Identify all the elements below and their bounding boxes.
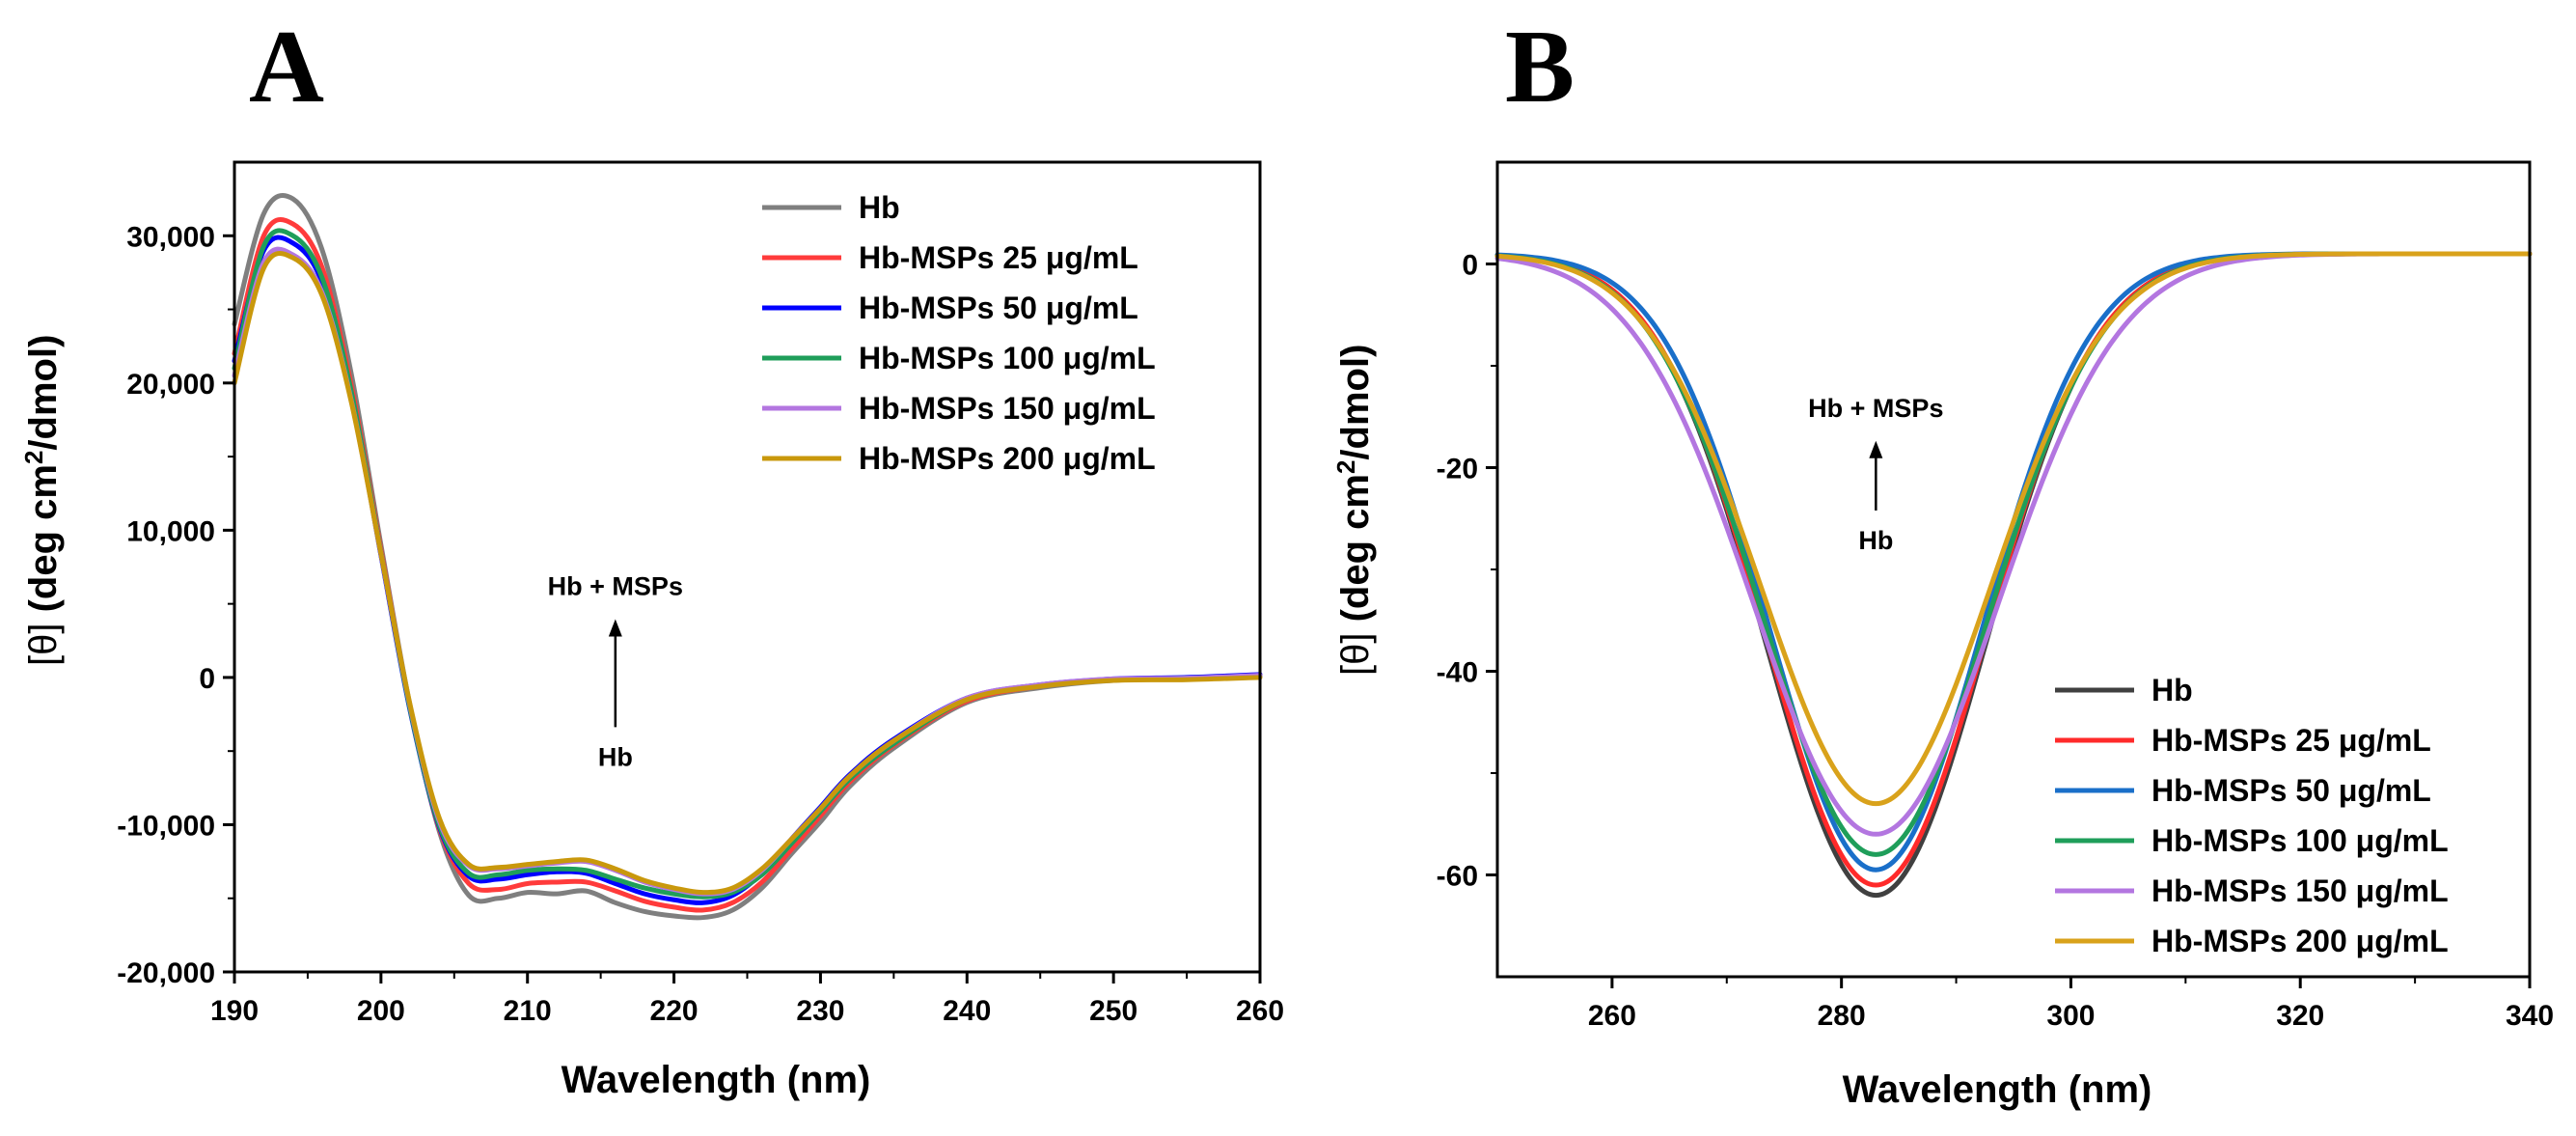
annotation-top-label: Hb + MSPs: [548, 571, 683, 600]
legend-label: Hb-MSPs 200 μg/mL: [859, 441, 1156, 476]
annotation-top-label: Hb + MSPs: [1808, 394, 1943, 423]
svg-text:[θ] (deg cm2/dmol): [θ] (deg cm2/dmol): [19, 335, 65, 666]
legend-label: Hb-MSPs 100 μg/mL: [859, 341, 1156, 375]
annotation-arrow-head: [608, 619, 622, 637]
legend-label: Hb: [2151, 673, 2193, 707]
y-tick-label: 0: [1462, 250, 1478, 282]
series-line-5: [232, 251, 1263, 896]
annotation-bottom-label: Hb: [1858, 526, 1893, 555]
y-tick-label: 30,000: [126, 221, 215, 253]
svg-text:[θ] (deg cm2/dmol): [θ] (deg cm2/dmol): [1331, 345, 1377, 676]
x-tick-label: 260: [1588, 1000, 1636, 1032]
legend-label: Hb-MSPs 150 μg/mL: [859, 391, 1156, 426]
y-axis-title-bracket: [θ]: [22, 623, 65, 666]
panel-a: A [θ] (deg cm2/dmol) Wavelength (nm) 190…: [19, 10, 1284, 1101]
legend-label: Hb-MSPs 25 μg/mL: [2151, 723, 2431, 758]
annotation-arrow-head: [1869, 440, 1883, 458]
y-axis-title-sup: 2: [1331, 460, 1360, 474]
annotation-bottom-label: Hb: [598, 742, 633, 771]
x-tick-label: 260: [1236, 995, 1284, 1027]
y-tick-label: -60: [1437, 861, 1478, 893]
y-axis-title-main: (deg cm: [1334, 474, 1377, 632]
y-tick-label: -20,000: [117, 957, 215, 989]
legend-label: Hb-MSPs 25 μg/mL: [859, 240, 1138, 275]
x-tick-label: 280: [1818, 1000, 1866, 1032]
legend: Hb Hb-MSPs 25 μg/mL Hb-MSPs 50 μg/mL Hb-MSP…: [762, 190, 1156, 476]
x-tick-label: 210: [504, 995, 552, 1027]
y-axis: -60 -40 -20 0: [1437, 250, 1497, 893]
legend-label: Hb-MSPs 200 μg/mL: [2151, 924, 2449, 958]
x-axis: 190 200 210 220 230 240 250 260: [210, 972, 1284, 1027]
x-tick-label: 220: [650, 995, 699, 1027]
y-tick-label: 0: [199, 663, 215, 695]
series-curves: [232, 192, 1263, 921]
y-axis-title-main: (deg cm: [22, 464, 65, 623]
x-tick-label: 200: [357, 995, 405, 1027]
y-axis-title-sup: 2: [19, 451, 48, 464]
y-axis-title: [θ] (deg cm2/dmol): [19, 335, 65, 666]
annotation: Hb + MSPs Hb: [548, 571, 683, 771]
series-line-3: [232, 228, 1263, 900]
legend-label: Hb-MSPs 100 μg/mL: [2151, 823, 2449, 858]
x-tick-label: 190: [210, 995, 259, 1027]
legend-label: Hb-MSPs 150 μg/mL: [2151, 873, 2449, 908]
y-tick-label: 10,000: [126, 515, 215, 547]
y-axis-title: [θ] (deg cm2/dmol): [1331, 345, 1377, 676]
panel-label-b: B: [1505, 10, 1575, 125]
annotation: Hb + MSPs Hb: [1808, 394, 1943, 555]
panel-b: B [θ] (deg cm2/dmol) Wavelength (nm) 260…: [1331, 10, 2554, 1111]
legend-label: Hb-MSPs 50 μg/mL: [2151, 773, 2431, 808]
x-tick-label: 240: [943, 995, 991, 1027]
y-tick-label: -20: [1437, 454, 1478, 485]
x-tick-label: 230: [796, 995, 844, 1027]
y-tick-label: -10,000: [117, 810, 215, 842]
x-tick-label: 300: [2046, 1000, 2095, 1032]
series-curves: [1494, 251, 2533, 899]
x-axis-title: Wavelength (nm): [1843, 1068, 2152, 1111]
x-tick-label: 250: [1089, 995, 1137, 1027]
legend-label: Hb-MSPs 50 μg/mL: [859, 291, 1138, 325]
plot-frame: [233, 160, 1262, 974]
legend: Hb Hb-MSPs 25 μg/mL Hb-MSPs 50 μg/mL Hb-MSP…: [2055, 673, 2449, 958]
x-axis: 260 280 300 320 340: [1588, 977, 2554, 1032]
x-axis-title: Wavelength (nm): [562, 1059, 871, 1101]
x-tick-label: 340: [2506, 1000, 2554, 1032]
series-line-5: [1494, 251, 2533, 807]
y-axis-title-tail: /dmol): [1334, 345, 1377, 460]
y-tick-label: 20,000: [126, 369, 215, 401]
series-line-2: [232, 235, 1263, 905]
y-tick-label: -40: [1437, 657, 1478, 689]
panel-label-a: A: [249, 10, 324, 125]
x-tick-label: 320: [2276, 1000, 2324, 1032]
legend-label: Hb: [859, 190, 900, 225]
y-axis-title-bracket: [θ]: [1334, 633, 1377, 676]
y-axis: -20,000 -10,000 0 10,000 20,000 30,000: [117, 221, 234, 989]
y-axis-title-tail: /dmol): [22, 335, 65, 451]
